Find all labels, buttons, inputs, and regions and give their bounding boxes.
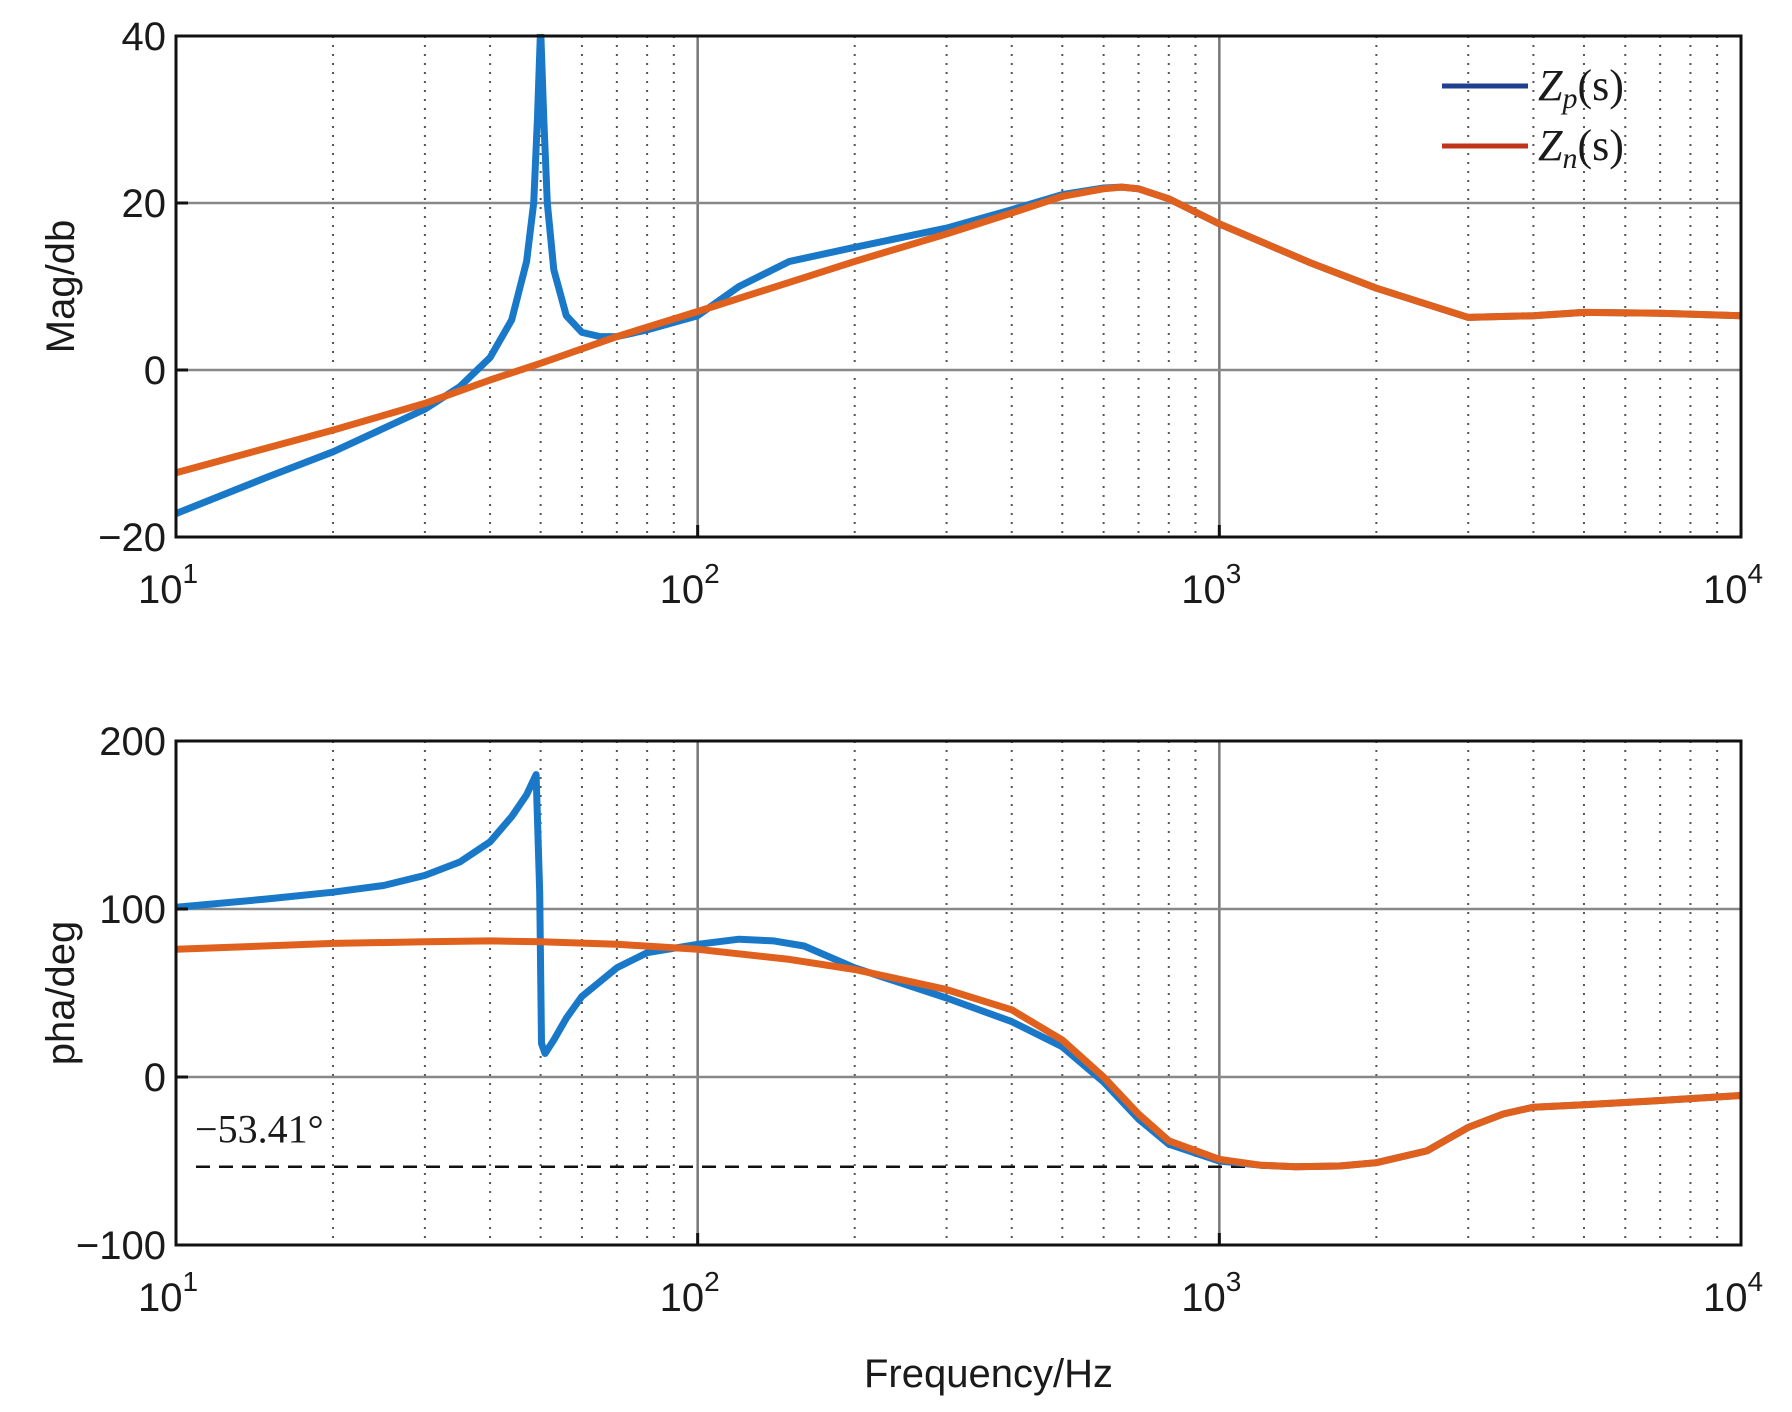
legend-entry-label: Zp(s) — [1538, 61, 1624, 115]
panel-2: −53.41° −100 0 100 200 101 102 103 104 pha/deg Fre… — [39, 720, 1763, 1396]
plot-frame — [174, 34, 1743, 539]
legend-entry-label: Zn(s) — [1538, 121, 1624, 175]
y-axis-label: Mag/db — [39, 220, 83, 353]
series-line-zp — [176, 771, 1741, 1171]
panel-1: −20 0 20 40 101 102 103 104 Mag/db Zp(s) Zn(s) — [39, 15, 1763, 612]
series-line-zn — [176, 183, 1741, 477]
y-tick-label: 0 — [144, 349, 166, 393]
y-axis-label: pha/deg — [39, 921, 83, 1066]
y-tick-label: −100 — [76, 1224, 166, 1268]
x-tick-label: 104 — [1703, 558, 1763, 612]
y-tick-label: 200 — [99, 720, 166, 764]
x-tick-label: 101 — [138, 558, 198, 612]
x-tick-label: 103 — [1181, 1266, 1241, 1320]
y-tick-label: 0 — [144, 1056, 166, 1100]
x-tick-label: 102 — [660, 1266, 720, 1320]
series-line-zp — [176, 34, 1741, 518]
y-tick-label: 40 — [122, 15, 167, 59]
y-tick-label: 100 — [99, 888, 166, 932]
y-tick-label: 20 — [122, 182, 167, 226]
annotation-label: −53.41° — [195, 1107, 324, 1152]
series-line-zn — [176, 937, 1741, 1171]
x-axis-label: Frequency/Hz — [864, 1352, 1113, 1396]
x-tick-label: 101 — [138, 1266, 198, 1320]
y-tick-label: −20 — [98, 516, 166, 560]
legend: Zp(s) Zn(s) — [1442, 61, 1624, 175]
x-tick-label: 102 — [660, 558, 720, 612]
x-tick-label: 103 — [1181, 558, 1241, 612]
plot-frame — [174, 739, 1743, 1247]
x-tick-label: 104 — [1703, 1266, 1763, 1320]
